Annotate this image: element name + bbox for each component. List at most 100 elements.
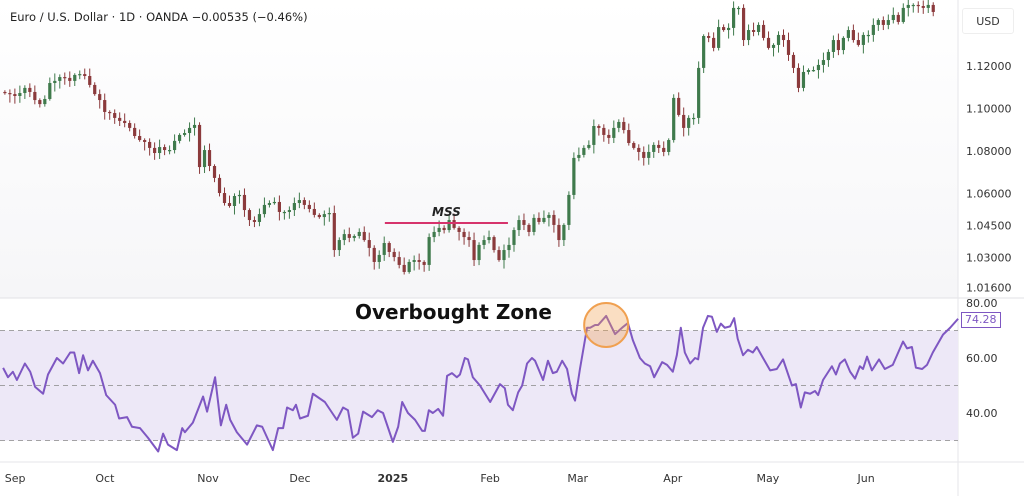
currency-button[interactable]: USD (962, 8, 1014, 34)
candle-up (407, 261, 411, 272)
candle-down (302, 200, 306, 205)
candle-up (861, 34, 865, 45)
candle-up (547, 214, 551, 218)
candle-down (28, 87, 32, 92)
candle-up (667, 140, 671, 152)
candle-down (402, 264, 406, 272)
candle-down (881, 20, 885, 25)
candle-down (462, 231, 466, 238)
candle-down (242, 194, 247, 211)
candle-down (103, 100, 107, 112)
candle-up (871, 24, 875, 35)
candle-up (287, 210, 291, 212)
overbought-highlight-circle (583, 302, 630, 348)
candle-up (577, 154, 581, 158)
candle-up (776, 34, 781, 45)
time-tick-label: May (757, 472, 780, 485)
candle-up (572, 157, 576, 195)
candle-down (133, 127, 137, 136)
rsi-tick-label: 80.00 (966, 297, 998, 310)
candle-up (806, 70, 811, 72)
candle-down (677, 97, 681, 115)
candle-down (277, 201, 282, 212)
candle-up (687, 117, 691, 128)
candle-down (163, 147, 167, 151)
candle-down (597, 126, 601, 128)
candle-down (921, 6, 925, 8)
candle-down (68, 77, 72, 81)
candle-up (377, 254, 381, 262)
candle-down (931, 4, 935, 12)
candle-up (846, 30, 850, 38)
candle-up (437, 227, 441, 232)
candle-down (761, 24, 766, 38)
candle-down (602, 127, 606, 135)
candle-up (672, 97, 676, 141)
candle-up (262, 204, 267, 215)
candle-up (73, 74, 77, 81)
candle-up (158, 147, 162, 154)
candle-down (38, 100, 42, 105)
candle-down (392, 251, 396, 258)
candle-down (916, 4, 920, 7)
time-tick-label: Jun (857, 472, 875, 485)
time-tick-label: Dec (289, 472, 310, 485)
candle-down (472, 240, 476, 261)
rsi-tick-label: 40.00 (966, 407, 998, 420)
candle-up (911, 4, 915, 7)
candle-down (607, 134, 611, 138)
candle-down (796, 67, 801, 88)
candle-up (692, 117, 696, 120)
candle-down (557, 224, 561, 241)
candle-up (427, 237, 431, 265)
candle-up (292, 203, 296, 211)
time-tick-label: Oct (95, 472, 115, 485)
candle-up (826, 51, 831, 61)
candle-up (702, 36, 706, 68)
candle-down (83, 74, 87, 76)
candle-down (522, 220, 526, 225)
candle-down (791, 54, 796, 68)
candle-down (153, 147, 157, 154)
candle-up (477, 244, 481, 261)
candle-down (657, 144, 661, 148)
candle-down (98, 94, 102, 101)
candle-down (63, 77, 67, 79)
candle-down (143, 140, 147, 142)
candle-down (212, 166, 217, 178)
candle-up (177, 134, 182, 141)
candle-up (562, 224, 566, 241)
candle-down (13, 94, 17, 96)
candle-up (756, 24, 761, 32)
candle-down (33, 91, 37, 101)
candle-down (123, 120, 127, 124)
candle-up (517, 220, 521, 231)
candle-up (18, 93, 22, 96)
candle-down (347, 234, 351, 238)
candle-up (412, 260, 416, 262)
candle-down (627, 130, 631, 144)
candle-down (3, 91, 7, 94)
candle-down (108, 111, 112, 114)
candle-up (731, 7, 736, 28)
candle-up (647, 151, 651, 158)
candle-up (352, 236, 356, 238)
candle-down (217, 177, 222, 194)
candle-up (717, 27, 721, 48)
candle-up (23, 87, 27, 94)
candle-up (816, 64, 821, 71)
price-tick-label: 1.10000 (966, 103, 1012, 116)
candle-down (467, 237, 471, 241)
candle-up (841, 37, 845, 51)
candle-up (821, 60, 826, 65)
candle-down (252, 220, 257, 222)
candle-up (652, 144, 656, 152)
candle-up (512, 230, 516, 245)
candle-down (312, 208, 316, 215)
price-tick-label: 1.03000 (966, 251, 1012, 264)
candle-down (896, 14, 900, 22)
time-tick-label: Apr (663, 472, 683, 485)
candle-up (382, 243, 386, 255)
